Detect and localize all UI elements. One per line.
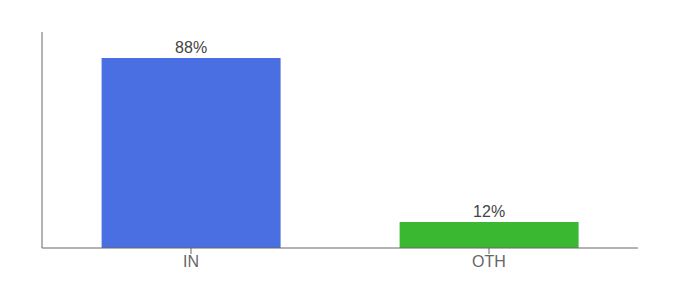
- svg-text:OTH: OTH: [472, 253, 506, 270]
- svg-text:12%: 12%: [473, 203, 505, 220]
- svg-text:88%: 88%: [175, 39, 207, 56]
- svg-text:IN: IN: [183, 253, 199, 270]
